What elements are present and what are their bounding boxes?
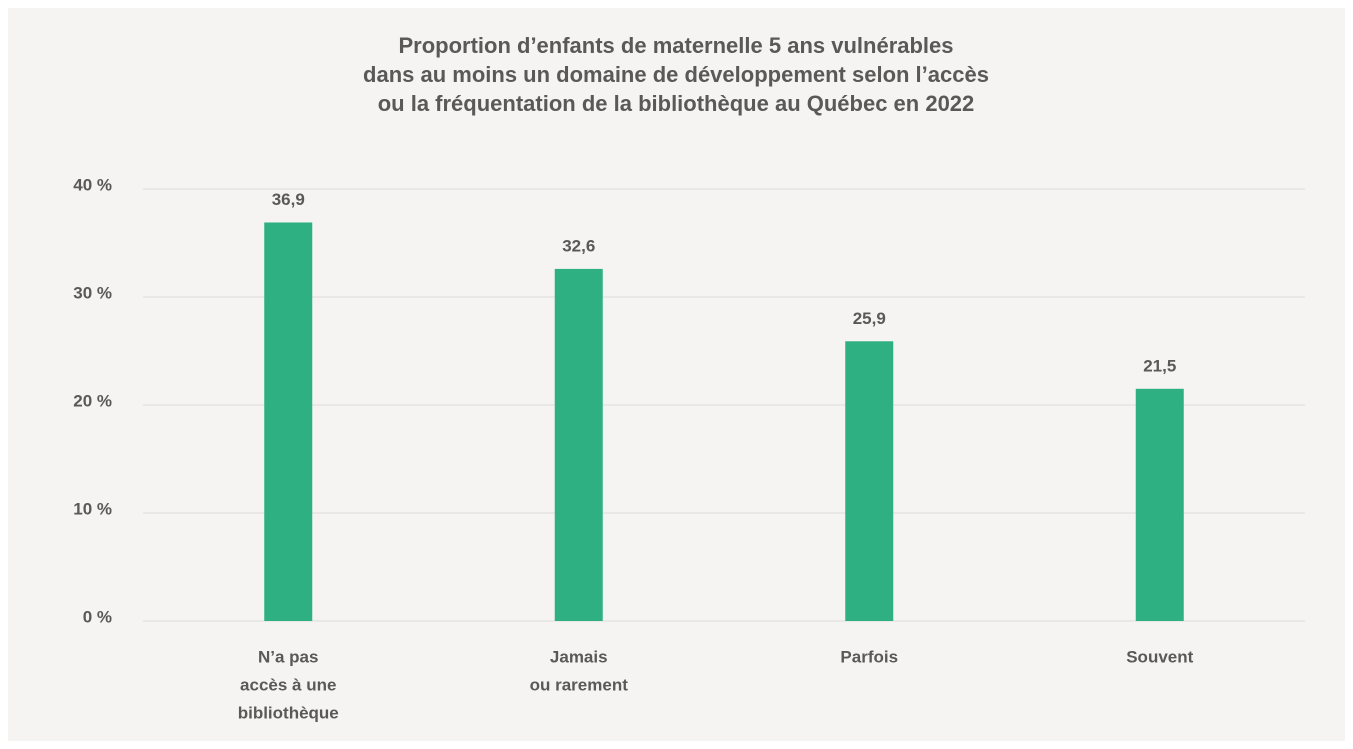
- value-label: 32,6: [562, 236, 595, 255]
- bar: [845, 341, 894, 621]
- value-label: 25,9: [853, 309, 886, 328]
- value-label: 36,9: [272, 190, 305, 209]
- y-tick-label: 10 %: [73, 499, 112, 518]
- background: [8, 8, 1345, 741]
- y-tick-label: 40 %: [73, 175, 112, 194]
- x-tick-label: bibliothèque: [238, 703, 339, 722]
- y-tick-label: 20 %: [73, 391, 112, 410]
- x-tick-label: N’a pas: [258, 647, 318, 666]
- chart-title: ou la fréquentation de la bibliothèque a…: [378, 91, 975, 116]
- x-tick-label: accès à une: [240, 675, 336, 694]
- y-tick-label: 0 %: [83, 607, 112, 626]
- value-label: 21,5: [1143, 356, 1176, 375]
- bar: [264, 222, 313, 622]
- x-tick-label: Parfois: [840, 647, 898, 666]
- y-tick-label: 30 %: [73, 283, 112, 302]
- bar: [1135, 388, 1184, 621]
- x-tick-label: Jamais: [550, 647, 608, 666]
- chart-title: dans au moins un domaine de développemen…: [363, 62, 989, 87]
- chart-title: Proportion d’enfants de maternelle 5 ans…: [398, 33, 953, 58]
- bar: [554, 268, 603, 621]
- x-tick-label: Souvent: [1126, 647, 1193, 666]
- x-tick-label: ou rarement: [530, 675, 629, 694]
